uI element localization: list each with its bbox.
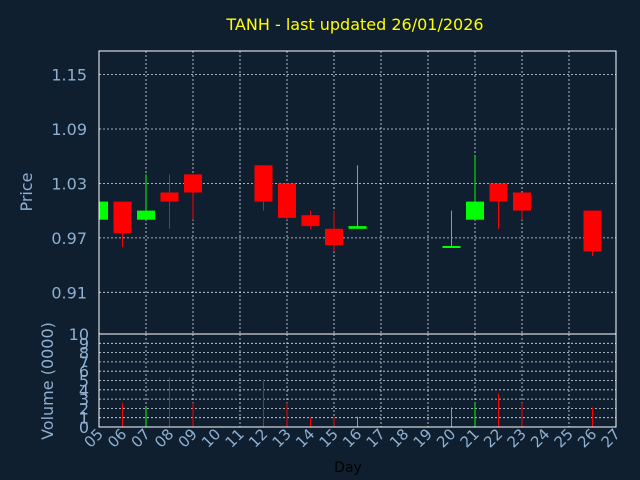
candle-body <box>160 192 179 202</box>
candle-body <box>254 165 273 202</box>
candle-body <box>442 246 461 248</box>
volume-tick-label: 6 <box>79 362 89 381</box>
candle-body <box>489 183 508 202</box>
candle-body <box>348 226 367 229</box>
volume-tick-label: 2 <box>79 399 89 418</box>
volume-tick-label: 8 <box>79 344 89 363</box>
candle-body <box>466 201 484 220</box>
price-tick-label: 0.97 <box>51 229 87 248</box>
candle-body <box>278 183 296 218</box>
price-tick-label: 1.15 <box>51 66 87 85</box>
volume-axis-label: Volume (0000) <box>38 322 57 440</box>
candle-body <box>137 210 155 220</box>
candle-body <box>325 228 343 246</box>
volume-series <box>98 377 593 427</box>
day-tick-labels: 0506070809101112131415161718192021222324… <box>81 425 624 451</box>
volume-tick-label: 0 <box>79 418 89 437</box>
volume-tick-label: 1 <box>79 409 89 428</box>
price-tick-labels: 1.15 1.09 1.03 0.97 0.91 <box>51 66 87 303</box>
volume-plot-frame <box>98 333 617 428</box>
price-tick-label: 1.09 <box>51 120 87 139</box>
candle-body <box>113 201 132 234</box>
volume-tick-label: 3 <box>79 390 89 409</box>
chart-title: TANH - last updated 26/01/2026 <box>225 15 483 34</box>
volume-tick-label: 10 <box>69 325 89 344</box>
candlestick-series <box>98 156 602 256</box>
price-axis-label: Price <box>17 172 36 211</box>
candle-body <box>301 215 320 227</box>
volume-tick-label: 9 <box>79 334 89 353</box>
volume-tick-label: 7 <box>79 353 89 372</box>
price-tick-label: 0.91 <box>51 283 87 302</box>
candle-body <box>184 174 202 193</box>
candle-body <box>513 192 531 211</box>
day-axis-label: Day <box>334 460 362 476</box>
candle-body <box>99 201 108 220</box>
volume-tick-label: 5 <box>79 372 89 391</box>
volume-tick-label: 4 <box>79 381 89 400</box>
price-tick-label: 1.03 <box>51 174 87 193</box>
candle-body <box>583 210 602 252</box>
